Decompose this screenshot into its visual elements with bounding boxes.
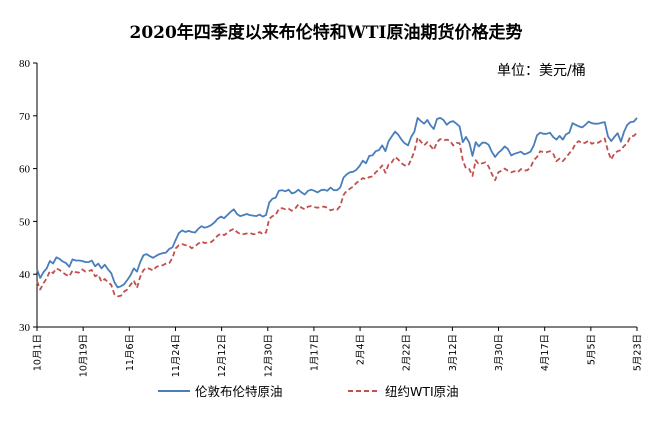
legend-label-wti: 纽约WTI原油 (385, 384, 459, 399)
legend-label-brent: 伦敦布伦特原油 (195, 384, 283, 399)
x-tick-label: 12月30日 (263, 334, 274, 377)
x-tick-label: 5月23日 (633, 334, 644, 371)
legend: 伦敦布伦特原油 纽约WTI原油 (158, 384, 459, 399)
x-tick-label: 2月22日 (402, 334, 413, 371)
y-tick-label: 30 (19, 322, 31, 334)
x-axis-ticks: 10月1日 10月19日 11月6日 11月24日 12月12日 12月30日 1月17日 2… (33, 327, 644, 377)
x-tick-label: 1月17日 (309, 334, 320, 371)
y-tick-label: 80 (19, 58, 31, 70)
x-tick-label: 4月17日 (540, 334, 551, 371)
x-tick-label: 12月12日 (217, 334, 228, 377)
axes (37, 63, 637, 327)
x-tick-label: 5月5日 (586, 334, 597, 365)
x-tick-label: 10月19日 (79, 334, 90, 377)
x-tick-label: 11月6日 (125, 334, 136, 371)
y-axis-ticks: 30 40 50 60 70 80 (19, 58, 37, 334)
series-line-brent (37, 118, 637, 288)
x-tick-label: 3月12日 (448, 334, 459, 371)
y-tick-label: 70 (19, 111, 31, 123)
y-tick-label: 40 (19, 269, 31, 281)
y-tick-label: 60 (19, 164, 31, 176)
series-line-wti (37, 133, 637, 297)
x-tick-label: 3月30日 (494, 334, 505, 371)
y-tick-label: 50 (19, 216, 31, 228)
chart-title: 2020年四季度以来布伦特和WTI原油期货价格走势 (129, 22, 522, 43)
unit-label: 单位：美元/桶 (497, 63, 586, 79)
x-tick-label: 10月1日 (33, 334, 44, 371)
x-tick-label: 2月4日 (356, 334, 367, 365)
x-tick-label: 11月24日 (171, 334, 182, 377)
